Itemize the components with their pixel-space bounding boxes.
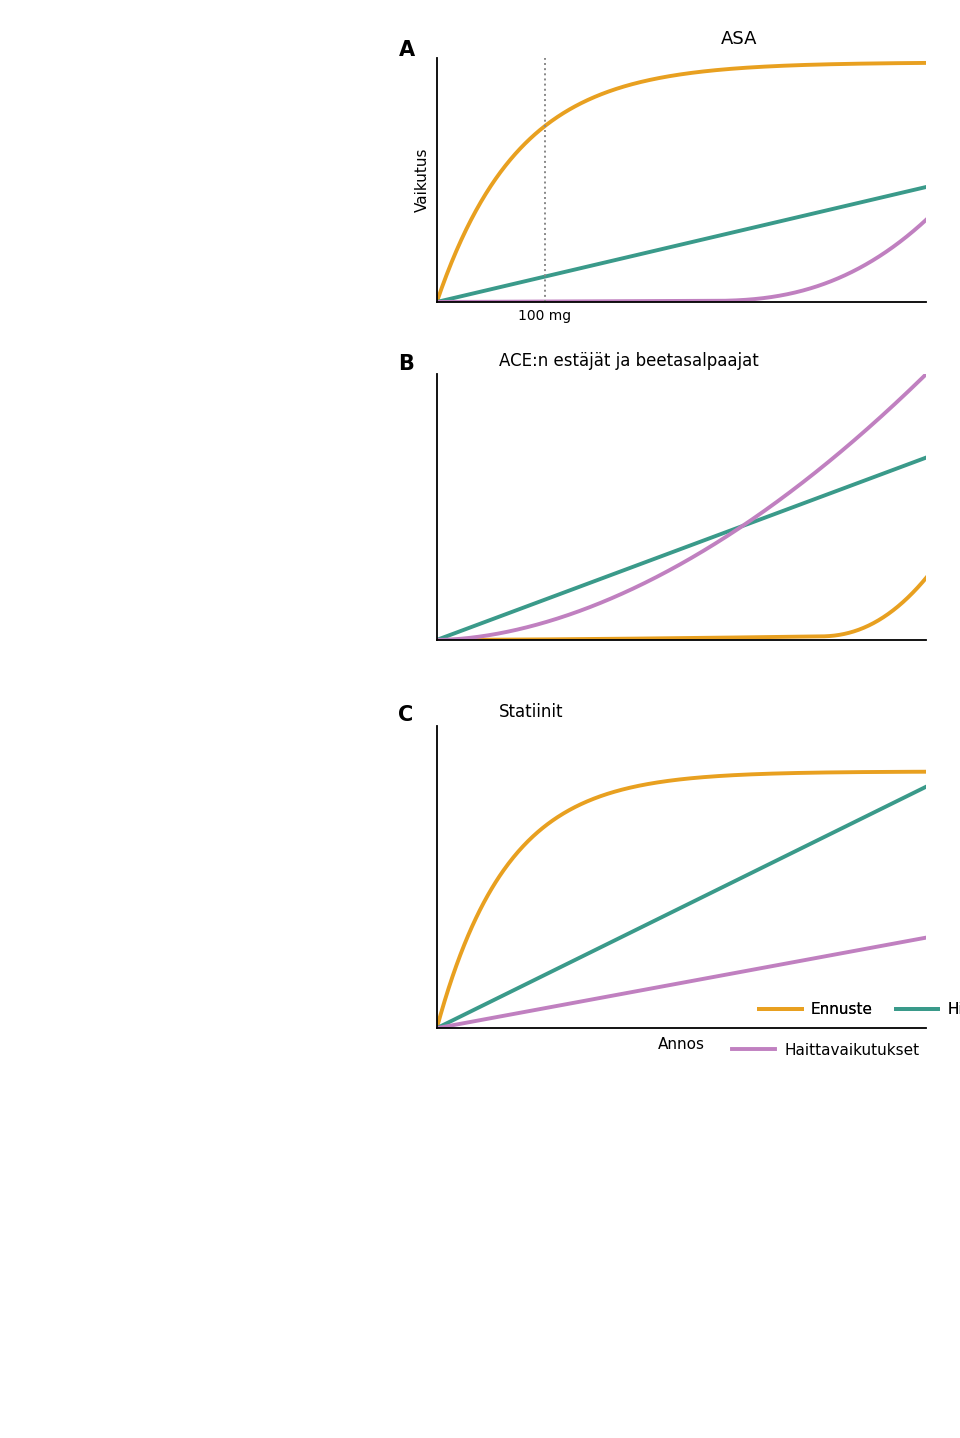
Text: ACE:n estäjät ja beetasalpaajat: ACE:n estäjät ja beetasalpaajat [499,352,759,371]
Text: Statiinit: Statiinit [499,703,564,722]
X-axis label: Annos: Annos [659,1037,705,1051]
Text: C: C [398,705,414,725]
Text: ASA: ASA [721,30,757,47]
Legend: Haittavaikutukset: Haittavaikutukset [726,1037,925,1064]
Text: A: A [398,40,415,60]
Text: B: B [398,354,415,374]
Legend: Ennuste, Hinta: Ennuste, Hinta [753,997,960,1024]
Y-axis label: Vaikutus: Vaikutus [415,148,430,211]
